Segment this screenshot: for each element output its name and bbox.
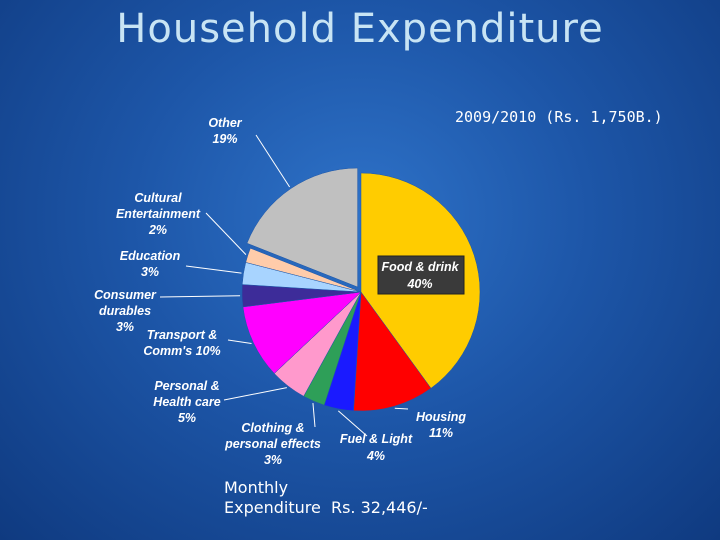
pie-slice-8: [245, 247, 362, 293]
leader-line-3: [312, 403, 316, 428]
footer-line-1: Monthly: [224, 478, 289, 497]
leader-lines: [159, 134, 409, 437]
slice-label-9: Other 19%: [208, 116, 242, 146]
slice-label-0: Food & drink 40%: [381, 260, 459, 291]
slice-label-6: Consumer durables 3%: [94, 288, 157, 334]
slice-label-4: Personal & Health care 5%: [153, 379, 220, 425]
leader-line-7: [185, 265, 242, 274]
leader-line-8: [205, 212, 247, 255]
leader-line-6: [159, 295, 241, 298]
slice-label-7: Education 3%: [120, 249, 181, 279]
footer-line-2: Expenditure Rs. 32,446/-: [224, 498, 428, 517]
slide-title: Household Expenditure: [116, 6, 604, 52]
slice-label-8: Cultural Entertainment 2%: [116, 191, 201, 237]
chart-subtitle: 2009/2010 (Rs. 1,750B.): [455, 108, 663, 126]
leader-line-5: [227, 339, 252, 345]
slice-label-5: Transport & Comm's 10%: [143, 328, 220, 358]
slice-label-3: Clothing & personal effects 3%: [224, 421, 321, 467]
pie-slices: [241, 167, 481, 412]
leader-line-4: [223, 387, 287, 401]
leader-line-1: [394, 407, 409, 410]
pie-slice-5: [242, 291, 362, 374]
pie-slice-1: [353, 291, 432, 412]
slice-label-2: Fuel & Light 4%: [340, 432, 413, 463]
slice-label-1: Housing 11%: [416, 410, 466, 440]
slice-label-box-0: [377, 255, 465, 295]
slice-labels: Food & drink 40% Housing 11%Fuel & Light 4% C…: [94, 116, 466, 467]
leader-line-9: [255, 134, 291, 188]
footer-note: Monthly Expenditure Rs. 32,446/-: [224, 478, 428, 518]
pie-slice-9: [246, 167, 358, 288]
leader-line-2: [337, 410, 368, 437]
